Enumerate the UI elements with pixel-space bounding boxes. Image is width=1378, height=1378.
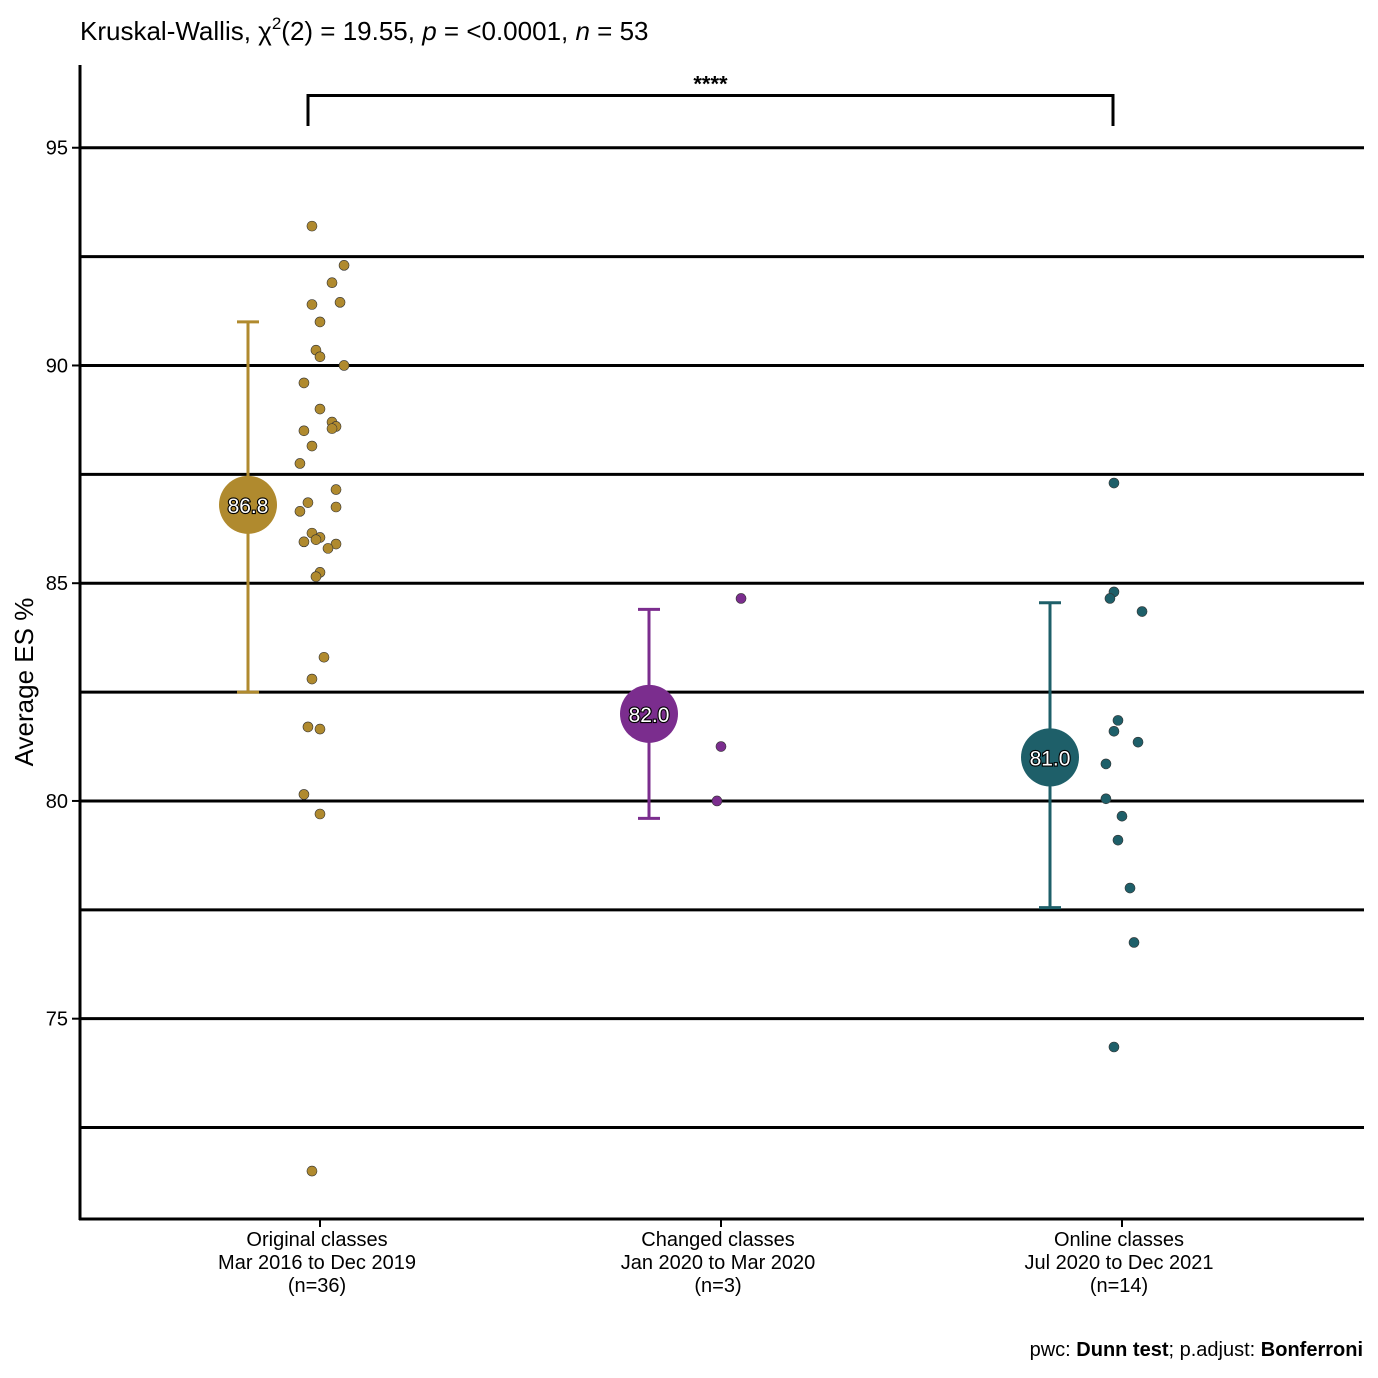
y-axis-label: Average ES % (9, 598, 39, 767)
x-ticks: Original classes Mar 2016 to Dec 2019 (n=3… (218, 1219, 1214, 1297)
data-point (302, 721, 314, 733)
data-point (294, 506, 306, 517)
y-tick-label: 90 (46, 355, 68, 377)
data-point (1112, 715, 1124, 726)
data-point (715, 741, 727, 752)
y-tick-label: 95 (46, 138, 68, 160)
data-point (314, 316, 326, 328)
data-point (338, 260, 350, 271)
x-tick-label: Online classes Jul 2020 to Dec 2021 (n=14) (1024, 1229, 1213, 1297)
mean-marker (620, 684, 678, 743)
data-point (298, 789, 310, 800)
significance-label: **** (693, 71, 728, 96)
data-point (298, 377, 310, 389)
data-point (1136, 606, 1148, 617)
mean-label: 82.0 (629, 704, 670, 727)
data-point (735, 593, 747, 604)
data-point (326, 277, 338, 289)
data-point (334, 297, 346, 308)
data-point (322, 543, 334, 554)
data-point (306, 299, 318, 310)
data-point (711, 795, 723, 807)
data-point (1116, 810, 1128, 822)
data-point (306, 1165, 318, 1177)
mean-label: 86.8 (228, 495, 269, 518)
data-point (1100, 758, 1112, 770)
mean-marker (1021, 728, 1079, 787)
data-point (298, 425, 310, 437)
mean-marker (219, 475, 277, 534)
x-tick-label: Original classes Mar 2016 to Dec 2019 (n=3… (218, 1229, 416, 1297)
significance-bracket: **** (306, 71, 1115, 126)
data-point (1100, 793, 1112, 805)
y-tick-label: 80 (46, 791, 68, 813)
y-tick-label: 85 (46, 573, 68, 595)
data-point (1124, 882, 1136, 894)
data-point (294, 458, 306, 469)
data-point (318, 651, 330, 663)
data-point (338, 360, 350, 371)
y-tick-label: 75 (46, 1009, 68, 1031)
data-point (314, 808, 326, 820)
data-point (1108, 1041, 1120, 1053)
significance-line (306, 93, 1115, 126)
group-changed-classes: 82.0 (620, 593, 747, 820)
axes (78, 65, 1364, 1221)
group-original-classes: 86.8 (219, 220, 350, 1177)
data-point (314, 351, 326, 363)
data-point (306, 220, 318, 232)
data-point (1108, 725, 1120, 737)
data-point (1128, 937, 1140, 948)
data-point (1104, 593, 1116, 604)
data-point (310, 571, 322, 582)
y-ticks: 75 80 85 90 95 (46, 138, 80, 1031)
group-online-classes: 81.0 (1021, 477, 1148, 1053)
groups: 86.8 82.0 81.0 (219, 220, 1148, 1177)
data-point (326, 423, 338, 434)
data-point (330, 484, 342, 495)
data-point (306, 673, 318, 685)
data-point (314, 723, 326, 735)
data-point (306, 440, 318, 452)
mean-label: 81.0 (1030, 747, 1071, 770)
data-point (302, 497, 314, 508)
data-point (330, 501, 342, 513)
gridlines (80, 146, 1364, 1130)
data-point (310, 534, 322, 545)
data-point (298, 536, 310, 548)
data-point (1132, 736, 1144, 748)
data-point (314, 403, 326, 415)
data-point (1108, 477, 1120, 489)
chart-title: Kruskal-Wallis, χ2(2) = 19.55, p = <0.00… (80, 14, 649, 46)
caption: pwc: Dunn test; p.adjust: Bonferroni (1030, 1339, 1363, 1361)
x-tick-label: Changed classes Jan 2020 to Mar 2020 (n=3) (621, 1229, 816, 1297)
data-point (1112, 834, 1124, 846)
